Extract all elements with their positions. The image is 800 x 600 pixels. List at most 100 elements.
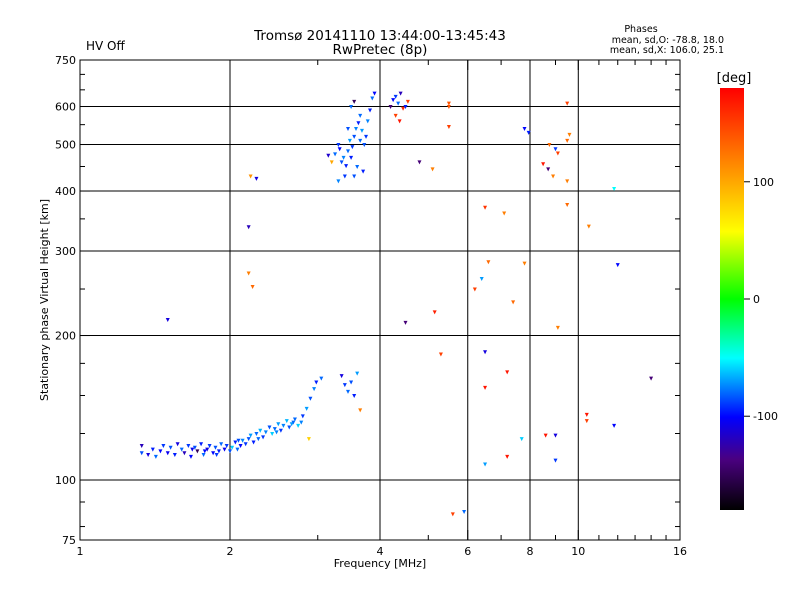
data-point: [359, 128, 364, 133]
data-point: [365, 119, 370, 124]
data-point: [246, 271, 251, 276]
data-point: [565, 138, 570, 143]
x-tick-label: 2: [227, 545, 234, 558]
data-point: [296, 423, 301, 428]
data-point: [240, 438, 245, 443]
data-point: [281, 423, 286, 428]
data-point: [372, 91, 377, 96]
data-point: [150, 447, 155, 452]
data-point: [146, 453, 151, 458]
data-point: [224, 444, 229, 449]
y-tick-label: 75: [62, 534, 76, 547]
data-point: [139, 444, 144, 449]
data-point: [238, 444, 243, 449]
data-point: [179, 447, 184, 452]
data-point: [192, 445, 197, 450]
phase-colorbar: [720, 88, 744, 510]
data-point: [612, 186, 617, 191]
data-point: [403, 105, 408, 110]
data-point: [278, 428, 283, 433]
data-point: [190, 447, 195, 452]
data-point: [555, 151, 560, 156]
data-point: [326, 153, 331, 158]
data-point: [339, 374, 344, 379]
data-point: [368, 108, 373, 113]
status-text: HV Off: [86, 39, 125, 53]
data-point: [483, 205, 488, 210]
data-point: [353, 126, 358, 131]
data-point: [345, 126, 350, 131]
data-point: [161, 444, 166, 449]
chart-subtitle: RwPretec (8p): [333, 42, 428, 58]
data-point: [139, 451, 144, 456]
data-point: [522, 261, 527, 266]
data-point: [235, 447, 240, 452]
colorbar-label: [deg]: [717, 71, 752, 86]
data-point: [287, 425, 292, 430]
plot-frame: [79, 59, 681, 541]
data-point: [565, 202, 570, 207]
data-point: [216, 449, 221, 454]
data-point: [256, 437, 261, 442]
data-points: [139, 91, 654, 517]
data-point: [312, 387, 317, 392]
data-point: [355, 371, 360, 376]
data-point: [207, 444, 212, 449]
data-point: [319, 376, 324, 381]
data-point: [541, 162, 546, 167]
data-point: [546, 167, 551, 172]
y-axis-label: Stationary phase Virtual Height [km]: [38, 199, 51, 401]
data-point: [337, 147, 342, 152]
data-point: [199, 442, 204, 447]
data-point: [182, 451, 187, 456]
data-point: [349, 155, 354, 160]
data-point: [213, 445, 218, 450]
data-point: [291, 420, 296, 425]
data-point: [248, 174, 253, 179]
data-point: [450, 512, 455, 517]
data-point: [356, 121, 361, 126]
y-tick-label: 750: [55, 54, 76, 67]
data-point: [396, 101, 401, 106]
y-tick-label: 300: [55, 245, 76, 258]
data-point: [391, 98, 396, 103]
data-point: [358, 113, 363, 118]
data-point: [350, 145, 355, 150]
data-point: [551, 174, 556, 179]
data-point: [267, 425, 272, 430]
data-point: [352, 134, 357, 139]
data-point: [349, 380, 354, 385]
data-point: [168, 445, 173, 450]
x-tick-label: 10: [571, 545, 585, 558]
data-point: [270, 432, 275, 437]
data-point: [547, 143, 552, 148]
colorbar-tick-label: -100: [753, 410, 778, 423]
data-point: [272, 427, 277, 432]
y-tick-label: 600: [55, 101, 76, 114]
data-point: [230, 445, 235, 450]
data-point: [339, 160, 344, 165]
data-point: [228, 449, 232, 454]
data-point: [615, 263, 620, 268]
x-tick-label: 8: [527, 545, 534, 558]
x-tick-label: 1: [77, 545, 84, 558]
data-point: [403, 320, 408, 325]
data-point: [565, 179, 570, 184]
data-point: [195, 449, 200, 454]
data-point: [526, 130, 531, 135]
data-point: [432, 310, 437, 315]
data-point: [543, 433, 548, 438]
data-point: [553, 433, 558, 438]
colorbar-tick-label: 100: [753, 176, 774, 189]
data-point: [222, 447, 227, 452]
data-point: [188, 454, 193, 459]
data-point: [483, 462, 488, 467]
data-point: [299, 420, 304, 425]
data-point: [165, 451, 170, 456]
data-point: [567, 132, 572, 137]
data-point: [352, 174, 357, 179]
data-point: [211, 451, 216, 456]
colorbar-tick-label: 0: [753, 293, 760, 306]
